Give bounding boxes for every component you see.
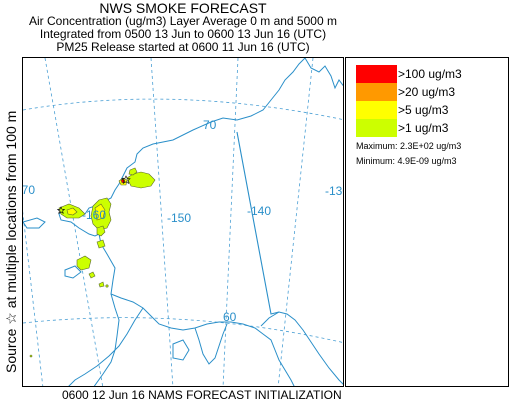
legend-panel: >100 ug/m3 >20 ug/m3 >5 ug/m3 >1 ug/m3 M…	[345, 57, 509, 387]
kenai-peninsula	[194, 323, 228, 365]
lon-label-160: -160	[82, 208, 106, 222]
graticule	[23, 58, 343, 386]
plume-west-core	[66, 207, 78, 216]
north-coast	[122, 58, 306, 177]
plume-nulato-core	[94, 203, 106, 221]
plume-small-north	[128, 167, 138, 176]
legend-label: >20 ug/m3	[398, 85, 456, 99]
st-lawrence-island	[23, 217, 46, 229]
alaska-map: 70 60 -170 -160 -150 -140 -130	[23, 58, 344, 386]
graticule-labels: 70 60 -170 -160 -150 -140 -130	[23, 118, 344, 324]
longitude-line-150	[150, 58, 174, 386]
map-subtitle-layer: Air Concentration (ug/m3) Layer Average …	[29, 14, 337, 28]
source-star-icon	[56, 206, 66, 214]
latitude-line-60	[23, 317, 343, 343]
plume-bristol	[98, 281, 105, 288]
longitude-line-170	[23, 211, 44, 386]
source-markers	[56, 175, 131, 214]
plume-south-1	[96, 239, 106, 249]
lon-label-170: -170	[23, 183, 35, 197]
panhandle-coast	[260, 311, 343, 385]
map-panel: 70 60 -170 -160 -150 -140 -130	[22, 57, 344, 387]
legend-label: >5 ug/m3	[398, 103, 449, 117]
alaska-peninsula	[68, 307, 144, 386]
plume-south-2	[76, 255, 92, 271]
longitude-line-140	[222, 58, 239, 386]
source-star-icon	[121, 175, 131, 185]
longitude-line-130	[277, 58, 314, 386]
islands	[23, 217, 190, 361]
source-label-container: Source ☆ at multiple locations from 100 …	[0, 0, 22, 387]
legend-swatch-lime	[356, 119, 397, 137]
plume-dot-2	[29, 354, 33, 358]
map-title: NWS SMOKE FORECAST	[99, 0, 267, 16]
plume-south-3	[88, 271, 96, 279]
legend-swatch-red	[356, 65, 397, 83]
plume-mid	[96, 225, 106, 237]
legend-item-1: >1 ug/m3	[356, 119, 448, 137]
longitude-line-160	[44, 58, 104, 386]
nunivak-island	[64, 265, 82, 279]
legend-item-20: >20 ug/m3	[356, 83, 455, 101]
forecast-initialization-label: 0600 12 Jun 16 NAMS FORECAST INITIALIZAT…	[62, 388, 342, 402]
latitude-line-70	[23, 98, 343, 121]
legend-swatch-yellow	[356, 101, 397, 119]
legend-label: >1 ug/m3	[398, 121, 449, 135]
map-subtitle-release: PM25 Release started at 0600 11 Jun 16 (…	[56, 40, 310, 54]
legend-label: >100 ug/m3	[398, 67, 462, 81]
map-subtitle-integration: Integrated from 0500 13 Jun to 0600 13 J…	[39, 27, 327, 41]
canada-arctic-coast	[304, 58, 343, 90]
border-line	[236, 131, 280, 315]
lat-label-70: 70	[203, 118, 217, 132]
lat-label-60: 60	[223, 310, 237, 324]
coastline	[58, 58, 343, 386]
legend-swatch-orange	[356, 83, 397, 101]
lon-label-140: -140	[247, 204, 271, 218]
legend-item-5: >5 ug/m3	[356, 101, 448, 119]
legend-item-100: >100 ug/m3	[356, 65, 462, 83]
lon-label-130: -130	[325, 184, 344, 198]
legend-minimum: Minimum: 4.9E-09 ug/m3	[356, 156, 457, 166]
legend-maximum: Maximum: 2.3E+02 ug/m3	[356, 141, 462, 151]
plume-dot-1	[105, 284, 109, 288]
kodiak-island	[172, 339, 190, 361]
source-label: Source ☆ at multiple locations from 100 …	[3, 110, 19, 373]
smoke-plumes	[29, 167, 156, 358]
lon-label-150: -150	[167, 211, 191, 225]
south-coast	[110, 293, 295, 386]
